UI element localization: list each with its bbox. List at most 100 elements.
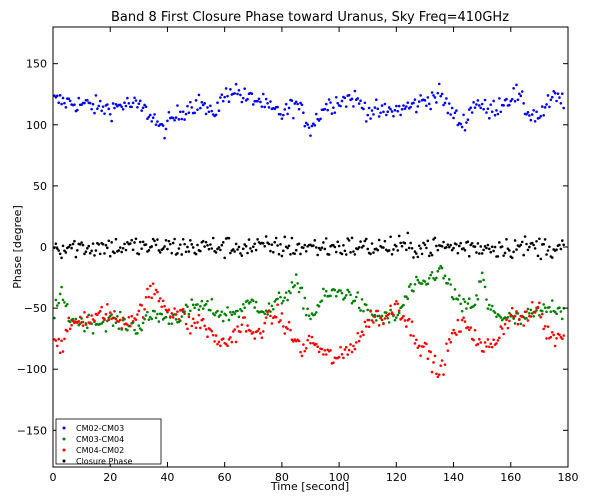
data-point xyxy=(163,136,166,140)
data-point xyxy=(546,325,550,328)
data-point xyxy=(190,106,194,109)
data-point xyxy=(259,332,262,335)
data-point xyxy=(429,273,432,277)
data-point xyxy=(459,302,463,306)
data-point xyxy=(340,352,344,356)
data-point xyxy=(516,312,520,315)
data-point xyxy=(502,254,505,257)
data-point xyxy=(58,94,62,97)
series-closure-phase xyxy=(53,231,566,261)
data-point xyxy=(490,245,494,249)
data-point xyxy=(429,350,432,354)
data-point xyxy=(167,322,171,325)
data-point xyxy=(156,120,159,123)
data-point xyxy=(87,313,91,317)
data-point xyxy=(519,94,523,98)
data-point xyxy=(186,104,189,108)
data-point xyxy=(154,316,158,320)
data-point xyxy=(469,326,473,329)
legend-marker xyxy=(62,448,66,452)
data-point xyxy=(68,243,72,247)
data-point xyxy=(100,109,103,113)
data-point xyxy=(300,354,304,358)
data-point xyxy=(354,341,358,344)
data-point xyxy=(356,331,360,335)
data-point xyxy=(536,254,540,258)
data-point xyxy=(264,316,268,319)
data-point xyxy=(176,310,179,313)
data-point xyxy=(450,295,454,299)
data-point xyxy=(189,309,192,313)
data-point xyxy=(450,248,454,252)
data-point xyxy=(449,113,452,116)
data-point xyxy=(307,126,311,129)
data-point xyxy=(246,97,249,101)
data-point xyxy=(96,313,99,317)
data-point xyxy=(137,324,141,327)
data-point xyxy=(435,244,438,248)
data-point xyxy=(542,242,545,246)
data-point xyxy=(309,134,312,137)
data-point xyxy=(279,113,282,116)
data-point xyxy=(406,231,410,235)
data-point xyxy=(329,101,332,104)
data-point xyxy=(529,315,533,318)
data-point xyxy=(412,334,415,338)
data-point xyxy=(473,328,477,332)
data-point xyxy=(366,247,370,251)
data-point xyxy=(370,109,374,112)
y-tick-label: −150 xyxy=(17,424,47,437)
data-point xyxy=(510,97,514,101)
data-point xyxy=(216,309,219,313)
data-point xyxy=(227,318,231,322)
data-point xyxy=(286,327,289,331)
data-point xyxy=(473,106,477,109)
data-point xyxy=(402,303,405,307)
data-point xyxy=(465,307,468,310)
data-point xyxy=(520,240,524,244)
data-point xyxy=(304,121,308,125)
data-point xyxy=(289,291,292,295)
data-point xyxy=(183,118,186,121)
data-point xyxy=(64,251,68,254)
data-point xyxy=(233,250,236,253)
data-point xyxy=(489,342,493,346)
data-point xyxy=(276,244,279,247)
data-point xyxy=(492,99,495,103)
data-point xyxy=(61,350,65,353)
data-point xyxy=(423,280,427,283)
data-point xyxy=(134,318,138,321)
data-point xyxy=(480,102,484,106)
data-point xyxy=(184,322,188,326)
data-point xyxy=(287,106,291,110)
data-point xyxy=(297,290,301,294)
data-point xyxy=(442,373,445,376)
data-point xyxy=(422,241,425,245)
data-point xyxy=(154,123,158,126)
data-point xyxy=(239,308,242,311)
data-point xyxy=(124,248,128,252)
data-point xyxy=(449,340,452,344)
data-point xyxy=(322,241,325,244)
data-point xyxy=(385,113,388,117)
data-point xyxy=(126,240,129,244)
data-point xyxy=(553,310,557,314)
data-point xyxy=(177,118,181,121)
data-point xyxy=(483,341,487,344)
data-point xyxy=(136,331,139,335)
data-point xyxy=(353,89,357,93)
data-point xyxy=(167,308,171,311)
data-point xyxy=(174,313,178,316)
data-point xyxy=(476,242,480,245)
data-point xyxy=(320,246,324,249)
data-point xyxy=(211,333,215,337)
data-point xyxy=(312,122,315,125)
data-point xyxy=(66,302,69,306)
data-point xyxy=(233,312,236,316)
data-point xyxy=(216,342,219,346)
data-point xyxy=(456,123,460,127)
data-point xyxy=(187,111,191,114)
data-point xyxy=(110,313,113,316)
data-point xyxy=(153,292,156,296)
data-point xyxy=(250,92,254,95)
